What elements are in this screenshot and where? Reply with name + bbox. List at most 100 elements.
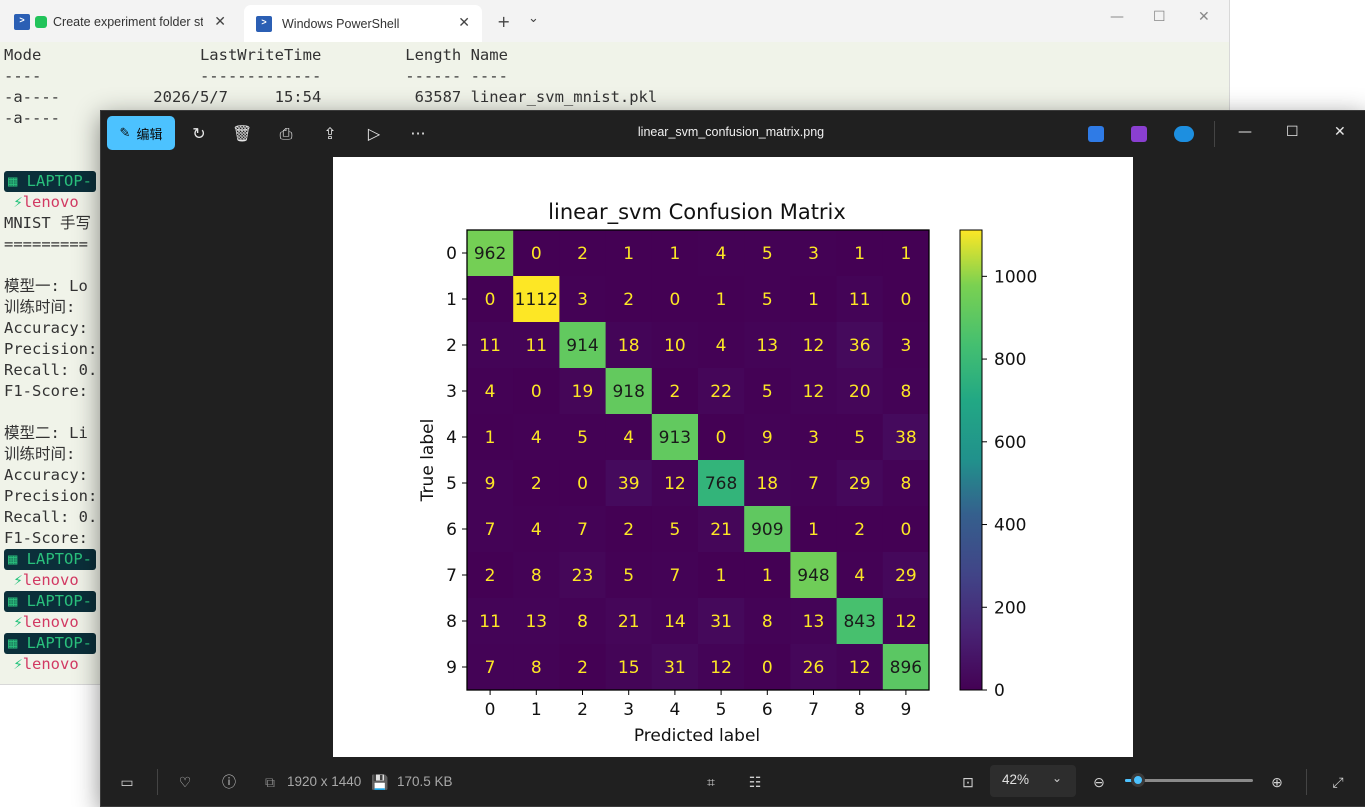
- filmstrip-icon[interactable]: ▭: [120, 774, 134, 790]
- cell-value-label: 12: [664, 474, 686, 494]
- tab-create-experiment[interactable]: > Create experiment folder st ✕: [8, 6, 238, 38]
- colorbar-ticks: 0 200 400 600 800 1000: [982, 267, 1037, 701]
- edit-button[interactable]: ✎ 编辑: [107, 116, 175, 150]
- image-canvas[interactable]: linear_svm Confusion Matrix 962 0 2 1 1 4 5 3 1 1…: [333, 157, 1133, 757]
- cell-value-label: 5: [762, 290, 773, 310]
- matrix-cell: [513, 414, 560, 461]
- zoom-out-icon[interactable]: ⊖: [1093, 774, 1105, 790]
- zoom-select[interactable]: 42% ⌄: [990, 765, 1076, 797]
- delete-icon[interactable]: 🗑: [232, 124, 253, 143]
- matrix-cell: [744, 414, 791, 461]
- minimize-button[interactable]: —: [1110, 9, 1124, 25]
- clipchamp-icon[interactable]: [1131, 126, 1147, 142]
- matrix-cell: [467, 506, 514, 553]
- bolt-icon: ⚡: [13, 193, 23, 211]
- matrix-cell: [513, 460, 560, 507]
- more-icon[interactable]: ···: [410, 124, 426, 143]
- cell-value-label: 4: [716, 244, 727, 264]
- cell-value-label: 7: [485, 658, 496, 678]
- cell-value-label: 4: [854, 566, 865, 586]
- chevron-down-icon[interactable]: ⌄: [528, 11, 539, 26]
- onedrive-icon[interactable]: [1174, 126, 1194, 142]
- zoom-slider-thumb[interactable]: [1130, 773, 1145, 787]
- divider: [1306, 769, 1307, 795]
- visual-search-icon[interactable]: ⌗: [707, 774, 715, 790]
- maximize-button[interactable]: ☐: [1153, 9, 1166, 25]
- print-icon[interactable]: ⎙: [279, 124, 293, 143]
- rotate-icon[interactable]: ↻: [192, 124, 206, 143]
- bolt-icon: ⚡: [13, 613, 23, 631]
- cell-value-label: 896: [890, 658, 922, 678]
- matrix-cell: [698, 230, 745, 277]
- y-tick-label: 1: [446, 290, 457, 310]
- close-icon[interactable]: ✕: [214, 13, 226, 29]
- matrix-cell: [559, 552, 607, 599]
- paint-app-icon[interactable]: [1088, 126, 1104, 142]
- matrix-cell: [605, 276, 653, 323]
- cell-value-label: 0: [531, 382, 542, 402]
- matrix-cells: 962 0 2 1 1 4 5 3 1 10 1112 3 2 0 1 5 1 11 011 11 914 18 10 4 13…: [467, 230, 930, 691]
- maximize-button[interactable]: ☐: [1286, 124, 1299, 140]
- close-button[interactable]: ✕: [1198, 9, 1210, 25]
- share-icon[interactable]: ⇪: [323, 124, 337, 143]
- cell-value-label: 36: [849, 336, 871, 356]
- cell-value-label: 11: [525, 336, 547, 356]
- photo-viewer-window: ✎ 编辑 ↻ 🗑 ⎙ ⇪ ▷ ··· linear_svm_confusion_…: [100, 110, 1365, 807]
- colorbar: [959, 229, 983, 691]
- matrix-cell: [605, 552, 653, 599]
- matrix-cell: [698, 322, 745, 369]
- y-tick-label: 9: [446, 658, 457, 678]
- cell-value-label: 39: [618, 474, 640, 494]
- matrix-cell: [744, 460, 791, 507]
- cell-value-label: 11: [849, 290, 871, 310]
- cell-value-label: 1: [716, 290, 727, 310]
- y-tick-labels: 0 1 2 3 4 5 6 7 8 9: [446, 244, 467, 678]
- zoom-slider[interactable]: [1125, 779, 1253, 782]
- heart-icon[interactable]: ♡: [178, 774, 192, 790]
- cell-value-label: 2: [485, 566, 496, 586]
- y-tick-label: 6: [446, 520, 457, 540]
- cell-value-label: 2: [577, 658, 588, 678]
- cell-value-label: 0: [531, 244, 542, 264]
- info-icon[interactable]: ⓘ: [222, 774, 236, 790]
- matrix-cell: [467, 414, 514, 461]
- cell-value-label: 8: [762, 612, 773, 632]
- slideshow-icon[interactable]: ▷: [367, 124, 381, 143]
- matrix-cell: [559, 460, 607, 507]
- output-line: Accuracy:: [4, 319, 88, 337]
- close-icon[interactable]: ✕: [458, 14, 470, 30]
- output-line: 训练时间:: [4, 298, 76, 316]
- output-line: 模型一: Lo: [4, 277, 88, 295]
- matrix-cell: [882, 276, 930, 323]
- close-button[interactable]: ✕: [1334, 124, 1346, 140]
- prompt-host: ▦ LAPTOP-: [4, 171, 96, 192]
- y-axis-label: True label: [418, 419, 438, 503]
- actual-size-icon[interactable]: ⊡: [962, 774, 974, 790]
- minimize-button[interactable]: —: [1238, 124, 1252, 140]
- new-tab-button[interactable]: +: [497, 12, 511, 31]
- matrix-cell: [836, 460, 884, 507]
- file-title: linear_svm_confusion_matrix.png: [637, 125, 825, 139]
- cell-value-label: 2: [623, 520, 634, 540]
- cell-value-label: 12: [710, 658, 732, 678]
- matrix-cell: [605, 644, 653, 691]
- matrix-cell: [790, 276, 838, 323]
- cell-value-label: 14: [664, 612, 686, 632]
- cell-value-label: 13: [756, 336, 778, 356]
- matrix-cell: [836, 322, 884, 369]
- cell-value-label: 2: [854, 520, 865, 540]
- x-axis-label: Predicted label: [634, 726, 760, 746]
- file-size: 170.5 KB: [397, 774, 453, 789]
- matrix-cell: [698, 276, 745, 323]
- output-line: Accuracy:: [4, 466, 88, 484]
- terminal-output[interactable]: Mode LastWriteTime Length Name ---- ----…: [0, 44, 1229, 684]
- text-scan-icon[interactable]: ☷: [748, 774, 762, 790]
- y-tick-label: 7: [446, 566, 457, 586]
- zoom-in-icon[interactable]: ⊕: [1271, 774, 1283, 790]
- fullscreen-icon[interactable]: ⤢: [1332, 774, 1344, 790]
- matrix-cell: [790, 598, 838, 645]
- cell-value-label: 13: [803, 612, 825, 632]
- prompt-line: ▦ LAPTOP-: [4, 171, 96, 192]
- tab-windows-powershell[interactable]: > Windows PowerShell ✕: [244, 5, 482, 42]
- x-tick-label: 7: [808, 700, 819, 720]
